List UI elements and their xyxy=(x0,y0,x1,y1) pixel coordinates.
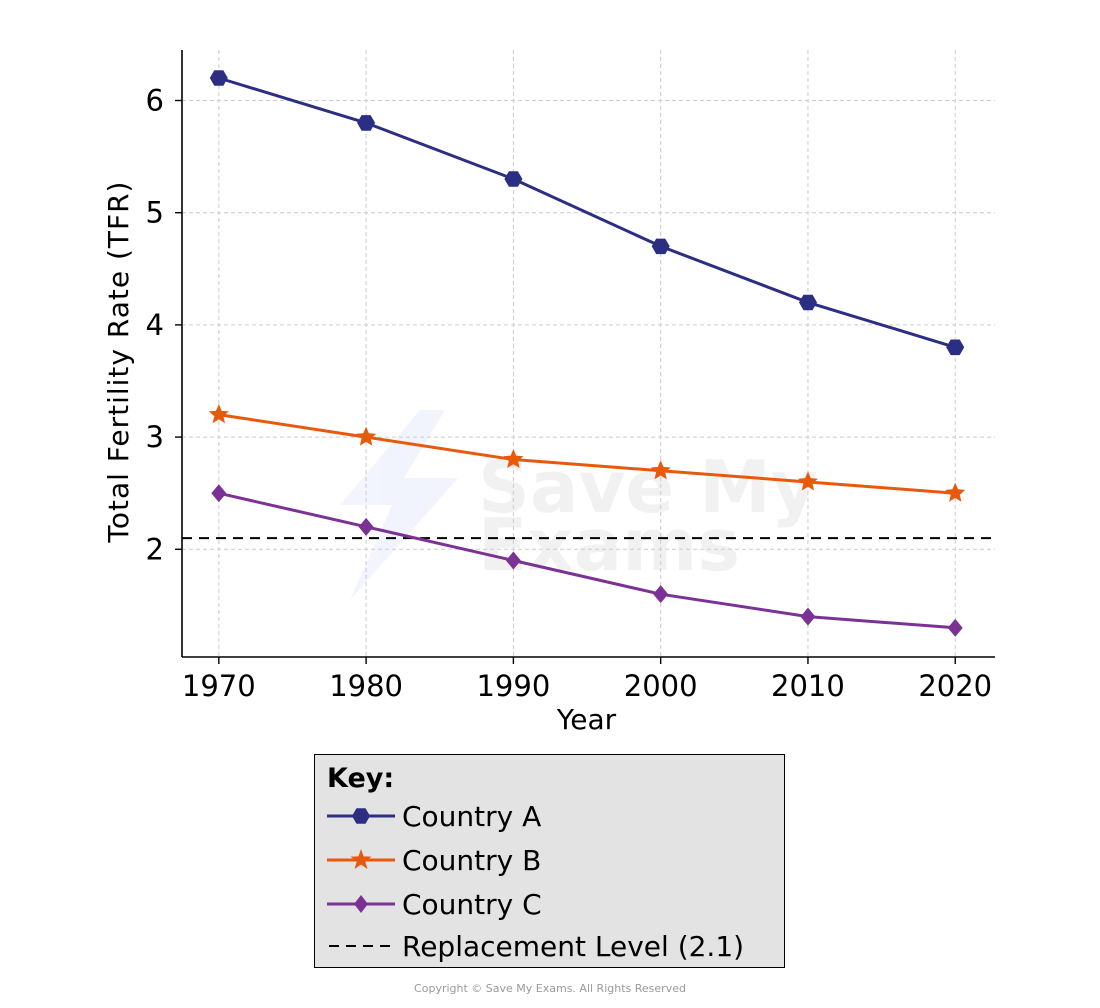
legend-label: Country A xyxy=(402,800,542,833)
x-tick-label: 1980 xyxy=(329,669,403,703)
series-line-country-c xyxy=(218,491,956,630)
y-tick-label: 2 xyxy=(146,532,164,566)
legend-item-replacement-level: Replacement Level (2.1) xyxy=(327,927,772,967)
legend-label: Country C xyxy=(402,888,542,921)
y-tick-label: 4 xyxy=(146,308,164,342)
data-point-country-a xyxy=(504,171,523,187)
data-point-country-a xyxy=(357,115,376,131)
x-axis-label: Year xyxy=(556,703,617,736)
legend: Key: Country A Country B Country C xyxy=(314,754,785,968)
data-point-country-c xyxy=(653,585,669,604)
x-tick-label: 1970 xyxy=(182,669,256,703)
series-country-a xyxy=(209,70,965,356)
watermark-text: Save My xyxy=(478,445,818,529)
data-point-country-b xyxy=(945,482,966,502)
data-point-country-b xyxy=(798,471,818,491)
y-tick-label: 5 xyxy=(146,196,164,230)
data-point-country-b xyxy=(356,426,377,446)
data-point-country-a xyxy=(799,294,817,311)
data-point-country-a xyxy=(209,70,228,86)
y-axis-label: Total Fertility Rate (TFR) xyxy=(102,181,135,544)
diamond-marker-icon xyxy=(327,895,395,913)
legend-item-country-a: Country A xyxy=(327,797,772,837)
data-point-country-c xyxy=(358,517,374,536)
data-point-country-a xyxy=(651,238,670,255)
watermark-text: Exams xyxy=(478,503,740,587)
y-tick-label: 3 xyxy=(146,420,164,454)
legend-label: Replacement Level (2.1) xyxy=(402,930,745,963)
x-tick-label: 1990 xyxy=(476,669,550,703)
legend-item-country-b: Country B xyxy=(327,841,772,881)
data-point-country-b xyxy=(208,404,229,424)
dashed-line-icon xyxy=(329,945,395,947)
y-tick-label: 6 xyxy=(146,83,164,117)
data-point-country-b xyxy=(503,449,524,468)
data-point-country-c xyxy=(800,607,816,626)
star-marker-icon xyxy=(327,849,395,869)
series-line-country-b xyxy=(218,413,956,495)
data-point-country-c xyxy=(947,618,963,637)
legend-item-country-c: Country C xyxy=(327,885,772,925)
x-tick-label: 2000 xyxy=(624,669,698,703)
copyright-notice: Copyright © Save My Exams. All Rights Re… xyxy=(414,982,686,995)
legend-title: Key: xyxy=(327,763,395,794)
series-country-c xyxy=(211,484,963,637)
series-line-country-a xyxy=(218,76,956,349)
x-tick-label: 2020 xyxy=(918,669,992,703)
data-point-country-c xyxy=(211,484,227,503)
series-country-b xyxy=(208,404,966,502)
x-tick-label: 2010 xyxy=(771,669,845,703)
data-point-country-c xyxy=(505,551,521,570)
data-point-country-a xyxy=(946,339,965,356)
hexagon-marker-icon xyxy=(327,808,395,824)
legend-label: Country B xyxy=(402,844,542,877)
watermark-logo-icon xyxy=(340,410,458,600)
data-point-country-b xyxy=(650,460,671,480)
